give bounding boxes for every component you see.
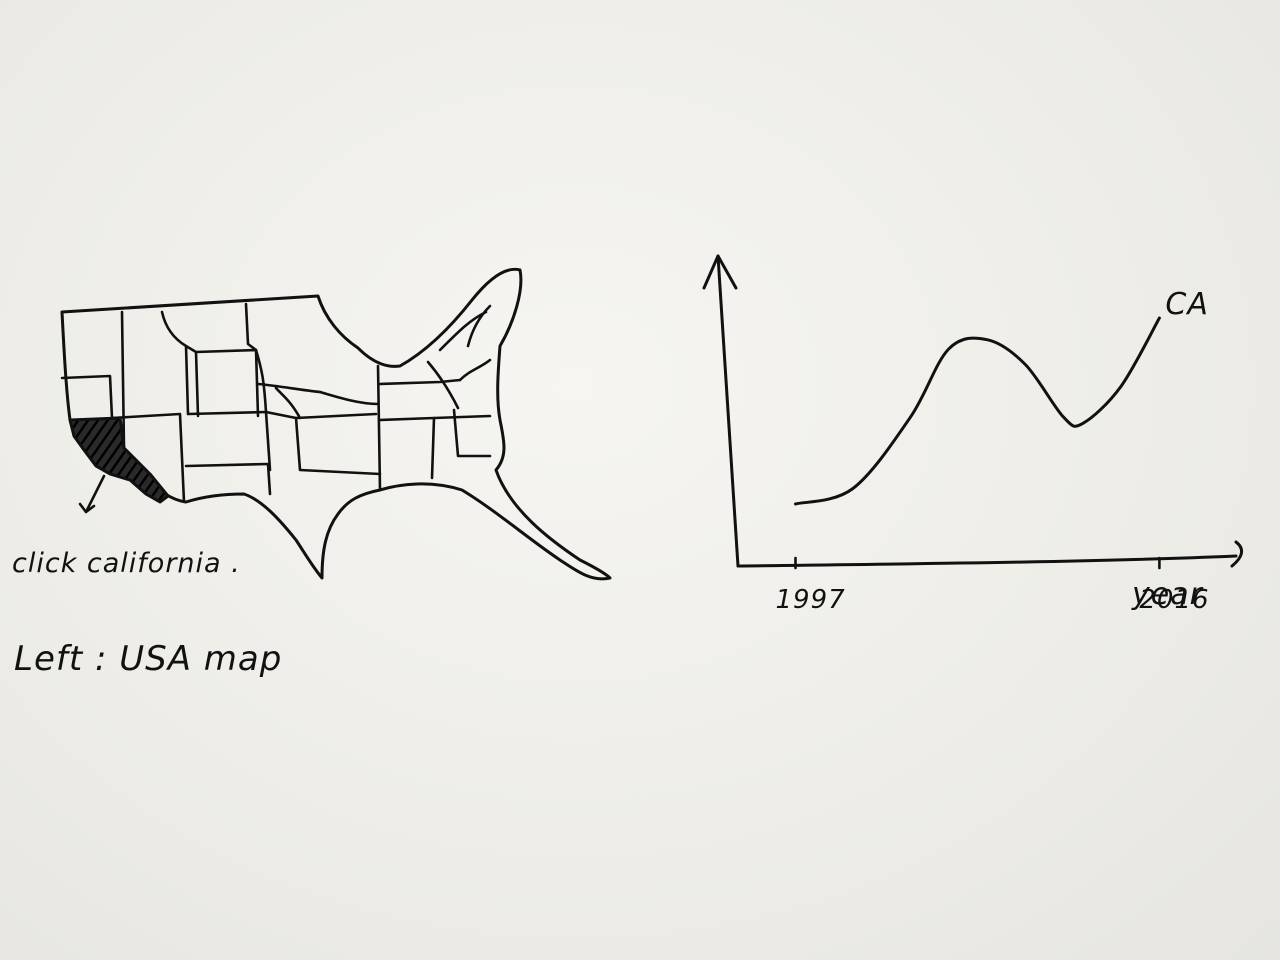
series-line-ca (794, 316, 1161, 506)
x-axis (736, 554, 1238, 568)
map-title: Left : USA map (14, 639, 282, 679)
california-state[interactable] (68, 416, 170, 504)
usa-map-outline (60, 267, 612, 581)
state-borders (60, 302, 492, 504)
y-axis-arrowhead (702, 254, 738, 290)
x-axis-label: year (1131, 577, 1204, 612)
x-tick-labels: 1997 2016 (776, 585, 1209, 615)
x-tick-label-2016: 2016 (1139, 585, 1209, 615)
x-tick-label-1997: 1997 (776, 585, 846, 615)
callout-arrow (78, 474, 106, 514)
x-ticks (794, 556, 1161, 570)
usa-map (60, 267, 612, 581)
line-chart: 1997 2016 CA (702, 254, 1243, 615)
x-axis-arrowhead (1230, 540, 1243, 568)
map-callout-label: click california . (12, 548, 241, 579)
y-axis (716, 254, 740, 568)
series-label-ca: CA (1165, 287, 1208, 322)
